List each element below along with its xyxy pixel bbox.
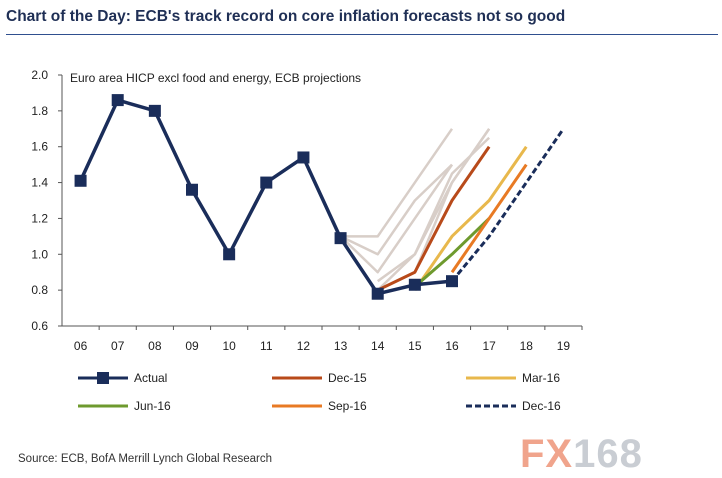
legend-marker [97, 372, 109, 384]
projection-line-jun-16 [413, 217, 491, 288]
x-tick-label: 19 [557, 339, 571, 353]
x-tick-label: 11 [260, 339, 273, 353]
y-tick-label: 1.4 [31, 176, 48, 190]
chart-axes [58, 74, 583, 330]
logo-fx: FX [520, 432, 574, 476]
logo-168: 168 [573, 432, 643, 476]
legend-label: Jun-16 [134, 399, 171, 413]
earlier-projection-line [339, 163, 454, 274]
projection-line-dec-15 [377, 145, 491, 292]
x-tick-label: 10 [222, 339, 236, 353]
actual-marker [446, 275, 458, 288]
chart-subtitle: Euro area HICP excl food and energy, ECB… [70, 71, 361, 85]
legend-label: Mar-16 [522, 371, 560, 385]
x-tick-label: 12 [297, 339, 311, 353]
y-tick-label: 1.8 [31, 104, 48, 118]
legend-label: Dec-15 [328, 371, 367, 385]
title-divider [6, 34, 718, 35]
x-tick-label: 08 [148, 339, 162, 353]
projection-line-mar-16 [413, 145, 528, 291]
actual-marker [148, 104, 161, 117]
x-tick-label: 16 [445, 339, 459, 353]
x-tick-label: 15 [408, 339, 422, 353]
projection-line-dec-16 [450, 127, 565, 283]
y-tick-label: 0.8 [31, 283, 48, 297]
axis-ticks: 0.6 0.8 1.0 1.2 1.4 1.6 1.8 2.0 06 07 08 09 10 11 12 13… [31, 68, 570, 353]
actual-marker [297, 151, 310, 164]
y-tick-label: 1.0 [31, 247, 48, 261]
x-tick-label: 13 [334, 339, 348, 353]
chart-legend: Actual Dec-15 Mar-16 Jun-16 Sep-16 Dec-16 [78, 371, 561, 413]
earlier-projections [339, 128, 491, 292]
legend-label: Sep-16 [328, 399, 367, 413]
projection-series [377, 127, 565, 292]
actual-line [78, 98, 453, 296]
x-tick-label: 18 [520, 339, 534, 353]
source-note: Source: ECB, BofA Merrill Lynch Global R… [18, 453, 272, 465]
actual-marker [408, 278, 421, 291]
y-tick-label: 1.6 [31, 140, 48, 154]
actual-marker [260, 176, 273, 189]
x-tick-label: 06 [74, 339, 88, 353]
fx168-watermark-logo: FX168 [520, 432, 643, 477]
legend-label: Dec-16 [522, 399, 561, 413]
projection-line-sep-16 [450, 163, 528, 274]
y-tick-label: 0.6 [31, 319, 48, 333]
earlier-projection-line [340, 163, 453, 256]
actual-series [74, 94, 458, 300]
x-tick-label: 14 [371, 339, 385, 353]
earlier-projection-line [376, 136, 491, 292]
legend-label: Actual [134, 371, 167, 385]
actual-marker [186, 183, 198, 196]
y-tick-label: 2.0 [31, 68, 48, 82]
x-tick-label: 17 [482, 339, 496, 353]
actual-marker [223, 248, 236, 261]
earlier-projection-line [340, 128, 454, 238]
actual-marker [74, 174, 87, 187]
actual-marker [334, 232, 347, 245]
y-tick-label: 1.2 [31, 211, 48, 225]
x-tick-label: 07 [111, 339, 125, 353]
x-tick-label: 09 [185, 339, 199, 353]
actual-marker [111, 94, 124, 107]
chart-title: Chart of the Day: ECB's track record on … [6, 8, 566, 25]
actual-marker [371, 287, 384, 300]
